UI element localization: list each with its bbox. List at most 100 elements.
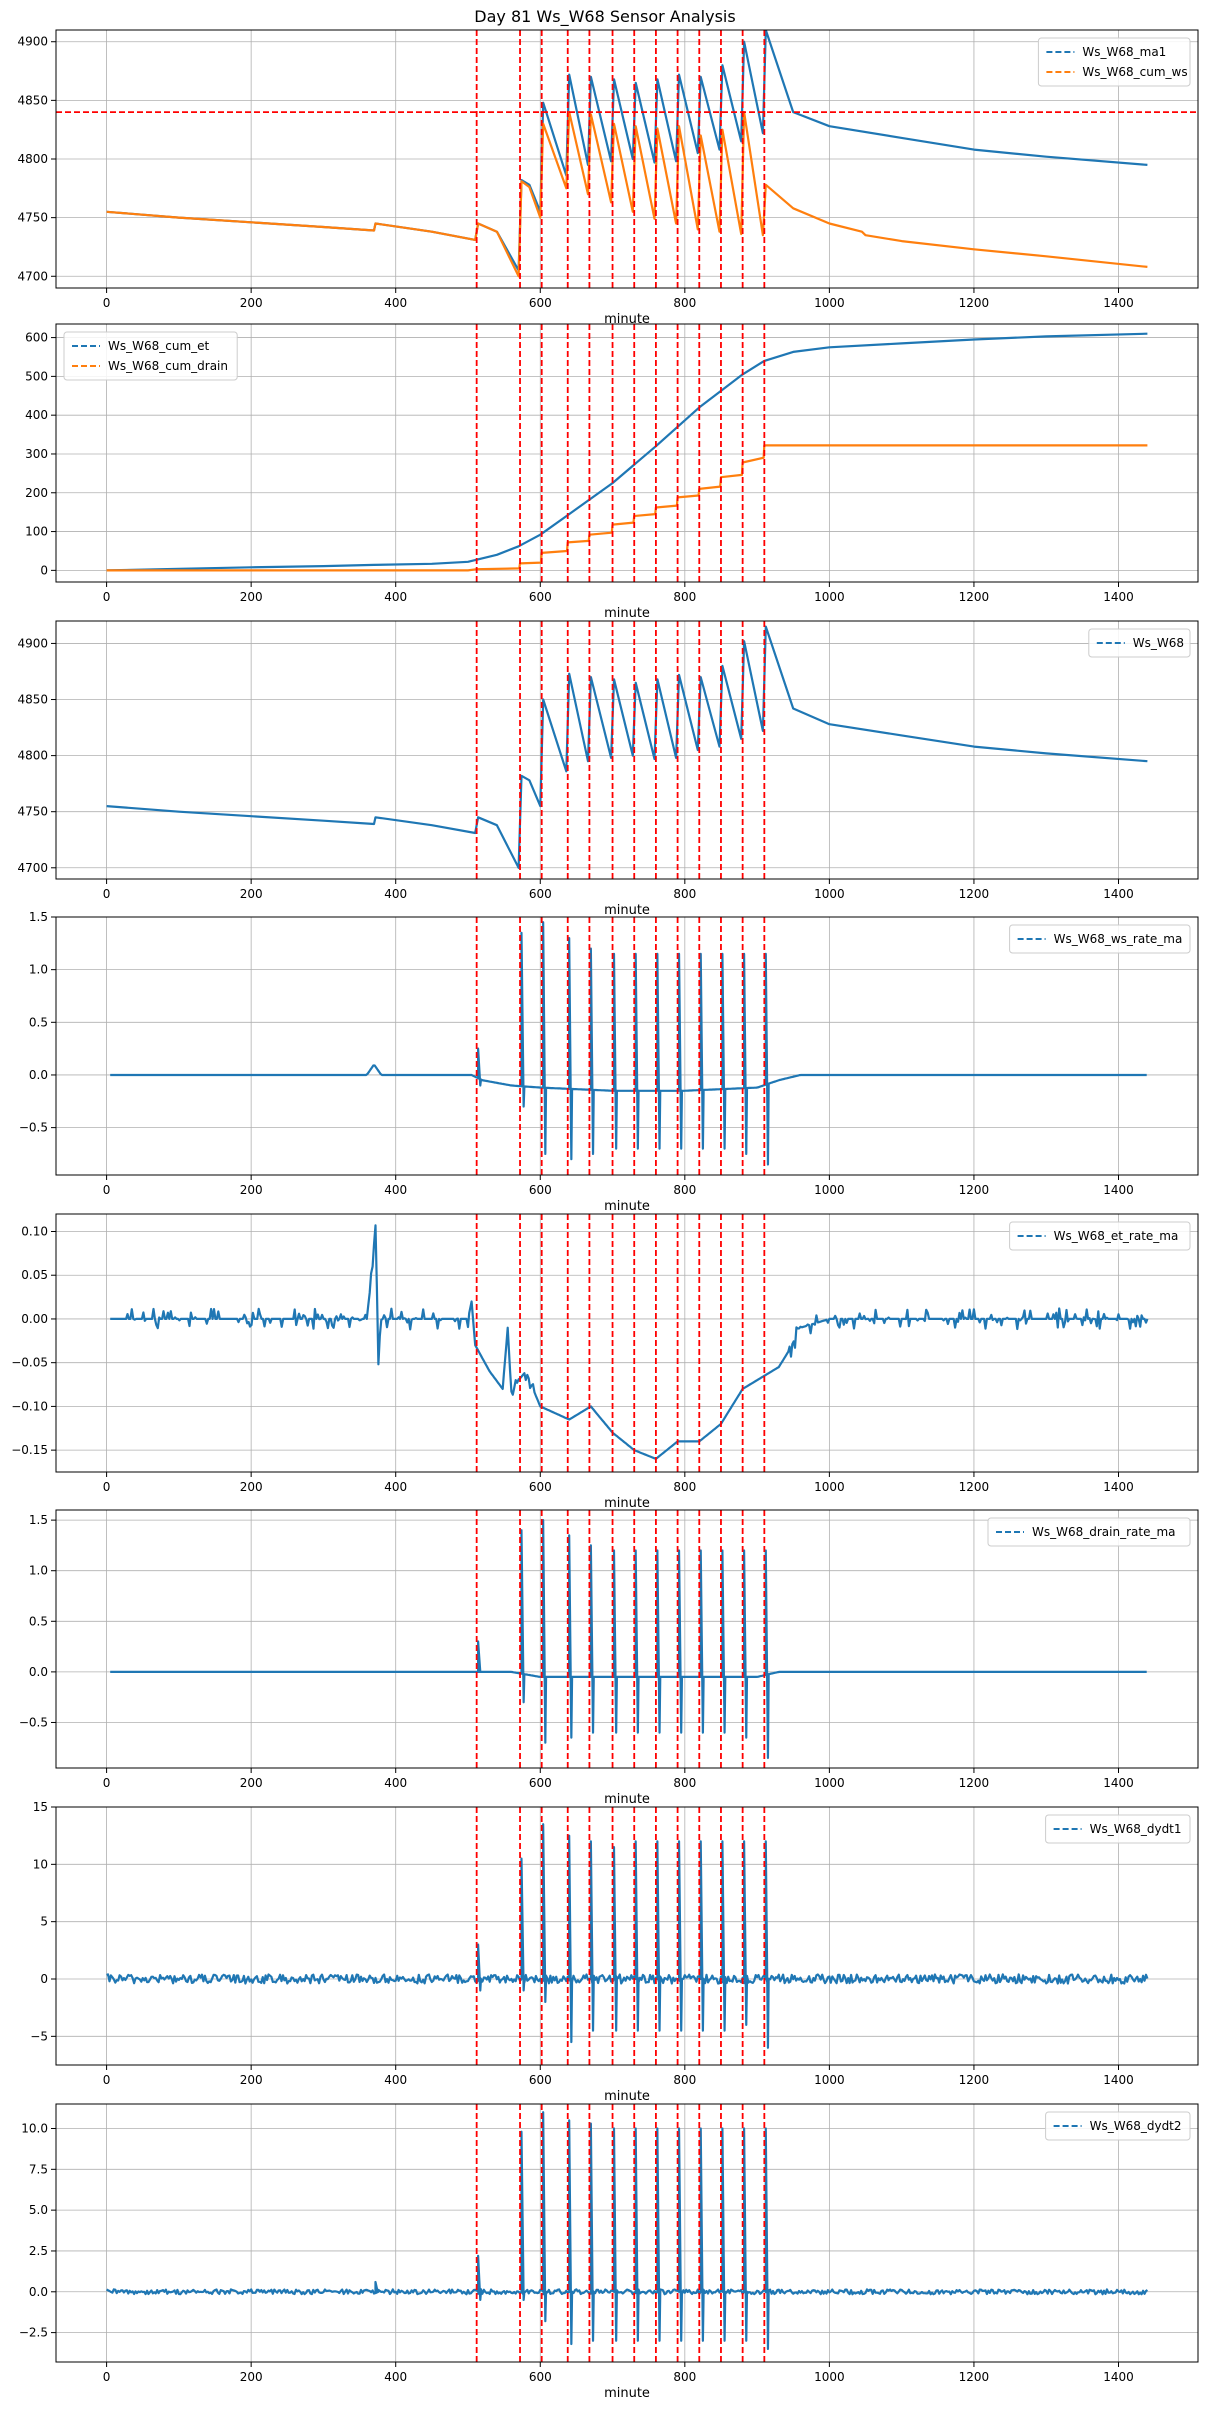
y-tick-label: −0.15: [11, 1443, 48, 1457]
subplot-8: 0 200 400 600 800 1000 1200 1400 −2.5 0.0 2.5 5.0 7.…: [19, 2103, 1199, 2401]
x-tick-label: 0: [103, 2073, 111, 2087]
x-tick-label: 200: [240, 2370, 263, 2384]
x-axis-label: minute: [604, 2089, 650, 2104]
x-tick-label: 400: [384, 2370, 407, 2384]
x-tick-label: 800: [673, 2073, 696, 2087]
y-tick-label: 4700: [17, 269, 48, 283]
y-tick-label: 100: [25, 525, 48, 539]
y-tick-label: −2.5: [19, 2326, 48, 2340]
series-line-Ws_W68_cum_et: [106, 332, 1148, 572]
y-tick-label: −0.10: [11, 1399, 48, 1413]
y-tick-label: 15: [33, 1800, 48, 1814]
x-tick-label: 0: [103, 1183, 111, 1197]
x-tick-label: 0: [103, 2370, 111, 2384]
legend: Ws_W68: [1088, 628, 1191, 658]
plot-area: [106, 1807, 1149, 2065]
series-line-Ws_W68_cum_drain: [106, 444, 1148, 572]
y-tick-label: −0.5: [19, 1121, 48, 1135]
x-tick-label: 1000: [814, 296, 845, 310]
series-line-Ws_W68_ws_rate_ma: [110, 921, 1147, 1166]
x-tick-label: 0: [103, 1480, 111, 1494]
x-tick-label: 800: [673, 1480, 696, 1494]
x-tick-label: 0: [103, 1776, 111, 1790]
series-line-Ws_W68_cum_ws: [106, 111, 1148, 278]
x-tick-label: 800: [673, 1183, 696, 1197]
x-tick-label: 1400: [1103, 1776, 1134, 1790]
legend-box: [1037, 37, 1191, 87]
x-tick-label: 800: [673, 887, 696, 901]
x-tick-label: 1000: [814, 2370, 845, 2384]
axes-frame: [55, 323, 1199, 583]
x-tick-label: 600: [529, 2370, 552, 2384]
x-tick-label: 600: [529, 887, 552, 901]
x-tick-label: 1200: [959, 590, 990, 604]
x-tick-label: 200: [240, 1776, 263, 1790]
x-axis-label: minute: [604, 903, 650, 918]
series-line-Ws_W68_ma1: [106, 30, 1148, 272]
legend: Ws_W68_ws_rate_ma: [1009, 924, 1191, 954]
x-tick-label: 1200: [959, 1776, 990, 1790]
subplot-6: 0 200 400 600 800 1000 1200 1400 −0.5 0.0 0.5 1.0 1.…: [19, 1509, 1199, 1807]
x-tick-label: 600: [529, 296, 552, 310]
x-axis-label: minute: [604, 312, 650, 327]
y-tick-label: −0.05: [11, 1356, 48, 1370]
x-tick-label: 200: [240, 296, 263, 310]
legend: Ws_W68_drain_rate_ma: [987, 1517, 1191, 1547]
legend: Ws_W68_dydt2: [1045, 2111, 1191, 2141]
y-tick-label: 0.0: [29, 2285, 48, 2299]
x-tick-label: 1400: [1103, 2370, 1134, 2384]
x-tick-label: 600: [529, 1480, 552, 1494]
y-tick-label: 0: [40, 1972, 48, 1986]
x-tick-label: 600: [529, 1183, 552, 1197]
x-tick-label: 400: [384, 296, 407, 310]
legend-label: Ws_W68_ma1: [1082, 45, 1166, 59]
legend-box: [1088, 628, 1191, 658]
legend-label: Ws_W68_ws_rate_ma: [1054, 932, 1183, 946]
y-tick-label: 4700: [17, 861, 48, 875]
y-tick-label: 300: [25, 447, 48, 461]
x-axis-label: minute: [604, 606, 650, 621]
y-tick-label: 200: [25, 486, 48, 500]
figure-title: Day 81 Ws_W68 Sensor Analysis: [474, 7, 735, 27]
axes-frame: [55, 1509, 1199, 1769]
series-line-Ws_W68_dydt2: [106, 2111, 1149, 2351]
legend-label: Ws_W68_dydt1: [1090, 1822, 1182, 1836]
axes-frame: [55, 1806, 1199, 2066]
x-tick-label: 1400: [1103, 1480, 1134, 1494]
x-tick-label: 600: [529, 2073, 552, 2087]
axes-frame: [55, 1213, 1199, 1473]
plot-area: [106, 621, 1148, 879]
legend-label: Ws_W68_cum_ws: [1082, 65, 1187, 79]
x-tick-label: 1200: [959, 887, 990, 901]
y-tick-label: 1.5: [29, 1513, 48, 1527]
y-tick-label: 1.5: [29, 910, 48, 924]
legend-label: Ws_W68_cum_drain: [108, 359, 228, 373]
subplot-2: 0 200 400 600 800 1000 1200 1400 0 100 200 300 400 50…: [25, 323, 1199, 621]
y-tick-label: 0.10: [21, 1224, 48, 1238]
y-tick-label: 0.5: [29, 1614, 48, 1628]
subplot-7: 0 200 400 600 800 1000 1200 1400 −5 0 5 10 15 minute W…: [30, 1800, 1199, 2104]
axes-frame: [55, 2103, 1199, 2363]
x-tick-label: 400: [384, 590, 407, 604]
y-tick-label: 4800: [17, 152, 48, 166]
series-line-Ws_W68: [106, 625, 1148, 869]
x-tick-label: 200: [240, 2073, 263, 2087]
x-axis-label: minute: [604, 2386, 650, 2401]
x-tick-label: 1200: [959, 2073, 990, 2087]
axes-frame: [55, 29, 1199, 289]
x-tick-label: 200: [240, 1183, 263, 1197]
y-tick-label: 4900: [17, 636, 48, 650]
x-tick-label: 400: [384, 1776, 407, 1790]
x-tick-label: 400: [384, 2073, 407, 2087]
legend-label: Ws_W68_cum_et: [108, 339, 210, 353]
x-tick-label: 400: [384, 1183, 407, 1197]
y-tick-label: 4850: [17, 693, 48, 707]
x-tick-label: 1200: [959, 1480, 990, 1494]
y-tick-label: −0.5: [19, 1715, 48, 1729]
y-tick-label: 5.0: [29, 2203, 48, 2217]
legend-box: [1045, 1814, 1191, 1844]
subplot-panels: 0 200 400 600 800 1000 1200 1400470047504800485…: [11, 29, 1199, 2401]
y-tick-label: 0.0: [29, 1665, 48, 1679]
x-tick-label: 1000: [814, 887, 845, 901]
x-tick-label: 600: [529, 590, 552, 604]
